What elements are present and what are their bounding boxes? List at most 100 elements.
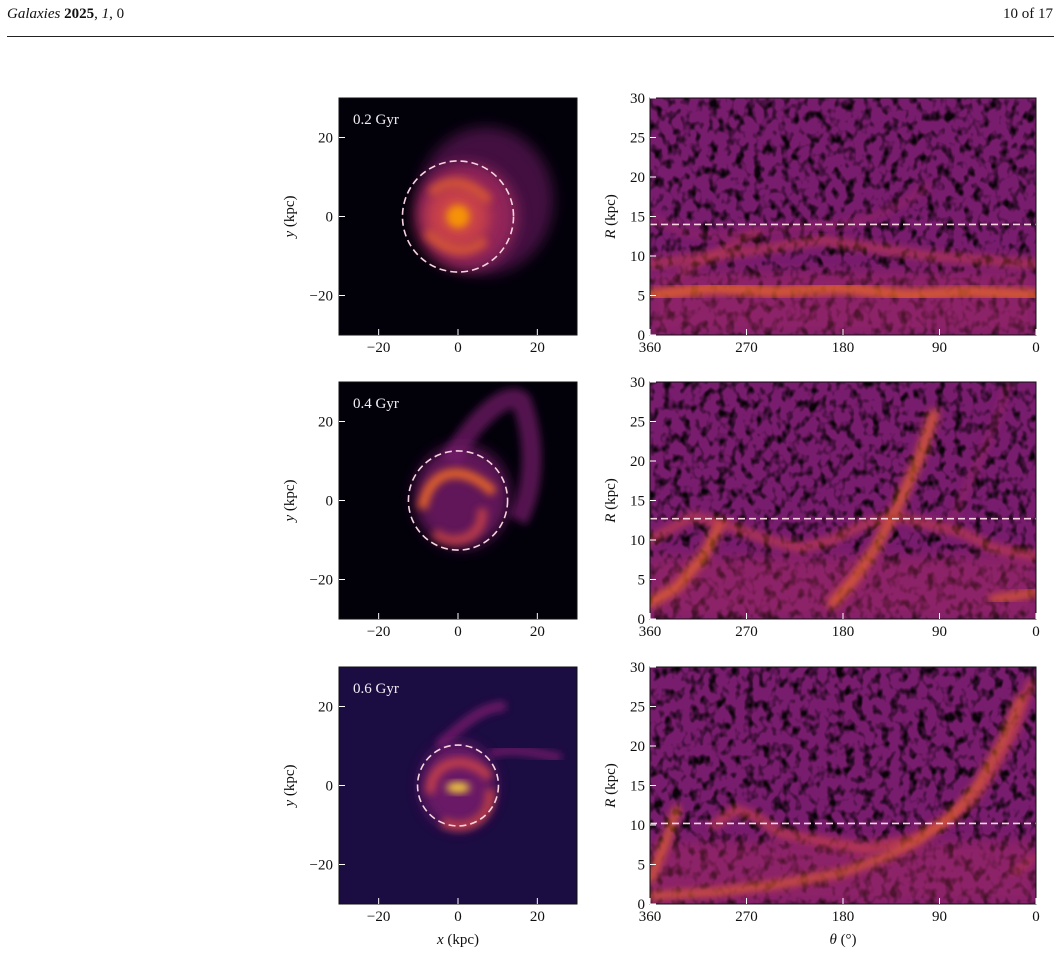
x-tick-label: 0 xyxy=(1032,624,1040,640)
density-ridge xyxy=(679,229,761,275)
y-tick-label: 0 xyxy=(326,779,334,795)
y-tick-label: 0 xyxy=(638,328,646,344)
y-tick-label: 10 xyxy=(630,818,645,834)
spiral-arm-lower xyxy=(430,507,487,546)
galaxy-density xyxy=(414,388,542,549)
polar-density xyxy=(650,98,1036,335)
journal-year: 2025 xyxy=(64,6,95,22)
y-tick-label: 30 xyxy=(630,91,645,107)
spiral-arm xyxy=(422,177,494,256)
time-label: 0.6 Gyr xyxy=(353,681,399,697)
y-tick-label: 30 xyxy=(630,375,645,391)
density-ridge xyxy=(650,236,1036,268)
x-tick-label: 360 xyxy=(639,909,662,925)
tidal-arm-right xyxy=(488,746,562,763)
spiral-arm-upper xyxy=(417,468,498,510)
y-tick-label: 20 xyxy=(630,739,645,755)
density-ridge xyxy=(650,805,681,884)
y-tick-label: −20 xyxy=(310,289,333,305)
x-tick-label: 180 xyxy=(832,624,855,640)
y-axis-label: R (kpc) xyxy=(603,763,619,809)
y-tick-label: 15 xyxy=(630,494,645,510)
galaxy-density xyxy=(414,127,554,275)
bar xyxy=(446,781,470,794)
x-tick-label: 90 xyxy=(932,624,947,640)
density-ridge xyxy=(650,695,1023,900)
y-tick-label: 0 xyxy=(638,897,646,913)
x-axis-label: θ (°) xyxy=(829,932,856,948)
article-number: 0 xyxy=(116,6,125,22)
dashed-circle xyxy=(401,160,515,273)
y-axis-label: y (kpc) xyxy=(282,479,298,523)
tidal-arm xyxy=(441,388,542,526)
y-tick-label: 20 xyxy=(630,454,645,470)
x-tick-label: 0 xyxy=(1032,340,1040,356)
y-tick-label: −20 xyxy=(310,858,333,874)
y-tick-label: 5 xyxy=(638,573,646,589)
density-ridge xyxy=(989,587,1036,604)
x-tick-label: 0 xyxy=(454,340,462,356)
y-axis-label: y (kpc) xyxy=(282,195,298,239)
density-ridge xyxy=(650,182,932,239)
dashed-circle xyxy=(416,744,500,827)
disk-map-panel: 0.2 Gyr −20 0 20 −20 0 20 y (kpc) xyxy=(282,97,578,356)
x-tick-label: −20 xyxy=(367,909,390,925)
x-tick-label: −20 xyxy=(367,624,390,640)
time-label: 0.4 Gyr xyxy=(353,396,399,412)
polar-map-panel: 360 270 180 90 0 0 5 10 15 20 25 30 R (kpc) θ (°) xyxy=(603,660,1040,948)
y-axis-label: R (kpc) xyxy=(603,194,619,240)
x-tick-label: 180 xyxy=(832,340,855,356)
disk-core xyxy=(446,204,470,229)
y-tick-label: 30 xyxy=(630,660,645,676)
y-tick-label: 5 xyxy=(638,289,646,305)
x-tick-label: 0 xyxy=(454,909,462,925)
galaxy-density xyxy=(420,701,562,831)
y-tick-label: 10 xyxy=(630,533,645,549)
density-ridge xyxy=(650,519,725,608)
y-tick-label: 20 xyxy=(318,131,333,147)
y-tick-label: 20 xyxy=(318,415,333,431)
x-tick-label: 20 xyxy=(530,340,545,356)
page-number: 10 of 17 xyxy=(1003,6,1053,22)
y-tick-label: 0 xyxy=(326,494,334,510)
y-tick-label: 25 xyxy=(630,131,645,147)
x-tick-label: 270 xyxy=(735,909,758,925)
journal-volume: 1 xyxy=(101,6,110,22)
y-tick-label: 20 xyxy=(318,700,333,716)
x-tick-label: 20 xyxy=(530,624,545,640)
polar-density xyxy=(650,667,1036,904)
y-tick-label: 20 xyxy=(630,170,645,186)
header-rule xyxy=(7,36,1054,37)
spiral-arm-upper xyxy=(425,757,494,794)
y-tick-label: 25 xyxy=(630,415,645,431)
x-tick-label: 270 xyxy=(735,624,758,640)
y-tick-label: 25 xyxy=(630,700,645,716)
dashed-circle xyxy=(407,450,509,551)
y-tick-label: 15 xyxy=(630,210,645,226)
time-label: 0.2 Gyr xyxy=(353,112,399,128)
y-tick-label: 10 xyxy=(630,249,645,265)
density-ridge xyxy=(827,409,939,608)
polar-inner-band xyxy=(650,271,1036,335)
x-tick-label: 90 xyxy=(932,909,947,925)
polar-map-panel: 360 270 180 90 0 0 5 10 15 20 25 30 R (kpc) xyxy=(603,375,1040,640)
disk-map-panel: 0.6 Gyr −20 0 20 −20 0 20 y (kpc) x (kpc) xyxy=(282,666,578,948)
page-header: Galaxies 2025, 1, 0 10 of 17 xyxy=(0,0,1061,40)
density-ridge xyxy=(650,512,1036,560)
polar-map-panel: 360 270 180 90 0 0 5 10 15 20 25 30 R (kpc) xyxy=(603,91,1040,356)
density-ridge xyxy=(710,678,1035,853)
x-tick-label: 270 xyxy=(735,340,758,356)
x-tick-label: 360 xyxy=(639,340,662,356)
x-tick-label: −20 xyxy=(367,340,390,356)
x-tick-label: 0 xyxy=(1032,909,1040,925)
y-tick-label: 0 xyxy=(326,210,334,226)
x-tick-label: 90 xyxy=(932,340,947,356)
journal-citation: Galaxies 2025, 1, 0 xyxy=(7,6,125,22)
polar-density xyxy=(650,382,1036,619)
density-ridge xyxy=(1012,854,1036,875)
disk-map-panel: 0.4 Gyr −20 0 20 −20 0 20 y (kpc) xyxy=(282,381,578,640)
x-tick-label: 360 xyxy=(639,624,662,640)
y-tick-label: 0 xyxy=(638,612,646,628)
x-tick-label: 180 xyxy=(832,909,855,925)
